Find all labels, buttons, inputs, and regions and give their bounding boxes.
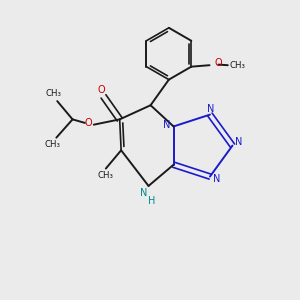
Text: O: O — [85, 118, 92, 128]
Text: N: N — [163, 120, 170, 130]
Text: O: O — [97, 85, 105, 95]
Text: N: N — [213, 175, 220, 184]
Text: CH₃: CH₃ — [45, 140, 61, 149]
Text: N: N — [207, 104, 214, 114]
Text: CH₃: CH₃ — [46, 89, 62, 98]
Text: O: O — [215, 58, 223, 68]
Text: N: N — [235, 137, 243, 147]
Text: N: N — [140, 188, 147, 198]
Text: CH₃: CH₃ — [229, 61, 245, 70]
Text: H: H — [148, 196, 155, 206]
Text: CH₃: CH₃ — [97, 171, 113, 180]
